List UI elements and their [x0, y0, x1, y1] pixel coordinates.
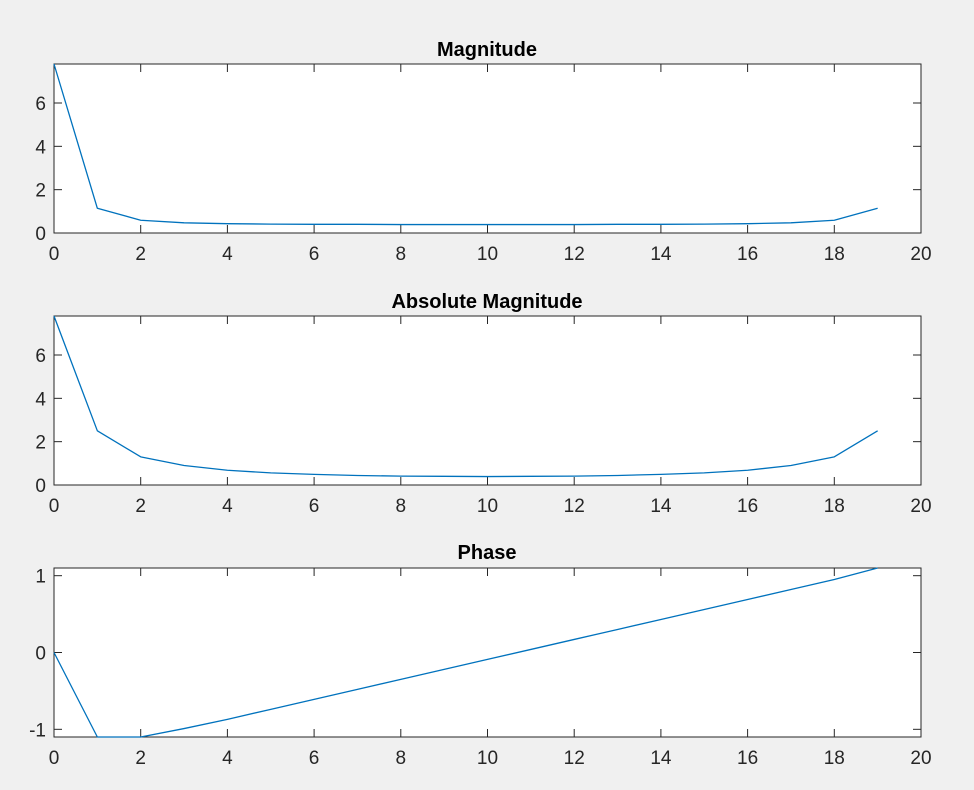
x-tick-label: 16 — [737, 748, 758, 769]
axes-box — [53, 63, 922, 234]
x-tick-label: 10 — [477, 748, 498, 769]
x-tick-label: 14 — [650, 748, 672, 769]
x-tick-label: 18 — [824, 244, 845, 265]
subplot-magnitude: Magnitude 0 2 4 6 8 10 12 14 16 18 20 0 2 4 6 — [35, 39, 931, 265]
x-tick-label: 4 — [222, 748, 233, 769]
x-tick-label: 8 — [396, 496, 407, 517]
y-tick-label: -1 — [29, 720, 46, 741]
axes-box — [53, 315, 922, 486]
x-tick-label: 4 — [222, 244, 233, 265]
y-tick-label: 1 — [35, 567, 46, 588]
x-tick-label: 16 — [737, 496, 758, 517]
y-tick-label: 6 — [35, 94, 46, 115]
y-tick-label: 4 — [35, 389, 46, 410]
x-tick-label: 12 — [564, 244, 585, 265]
x-tick-label: 0 — [49, 496, 60, 517]
x-tick-label: 4 — [222, 496, 233, 517]
x-tick-label: 12 — [564, 496, 585, 517]
subplot-phase: Phase 0 2 4 6 8 10 12 14 16 18 20-101 — [29, 542, 931, 769]
y-tick-label: 0 — [35, 476, 46, 497]
subplot-title: Absolute Magnitude — [391, 291, 582, 313]
x-tick-label: 2 — [135, 748, 146, 769]
series-line — [53, 567, 878, 738]
x-tick-label: 14 — [650, 496, 672, 517]
x-tick-label: 18 — [824, 748, 845, 769]
x-tick-label: 6 — [309, 496, 320, 517]
x-tick-label: 6 — [309, 748, 320, 769]
x-tick-label: 8 — [396, 244, 407, 265]
x-tick-label: 20 — [910, 244, 931, 265]
x-tick-label: 2 — [135, 496, 146, 517]
y-tick-label: 0 — [35, 644, 46, 665]
x-tick-label: 6 — [309, 244, 320, 265]
series-line — [53, 315, 878, 478]
x-tick-label: 14 — [650, 244, 672, 265]
x-tick-label: 20 — [910, 748, 931, 769]
y-tick-label: 0 — [35, 224, 46, 245]
y-tick-label: 2 — [35, 433, 46, 454]
subplot-absolute-magnitude: Absolute Magnitude 0 2 4 6 8 10 12 14 16 18 20 0 2 4 6 — [35, 291, 931, 517]
y-tick-label: 2 — [35, 181, 46, 202]
axes-box — [53, 567, 922, 738]
x-tick-label: 12 — [564, 748, 585, 769]
x-tick-label: 0 — [49, 244, 60, 265]
x-tick-label: 2 — [135, 244, 146, 265]
subplot-title: Magnitude — [437, 39, 537, 61]
x-tick-label: 0 — [49, 748, 60, 769]
x-tick-label: 8 — [396, 748, 407, 769]
subplot-title: Phase — [458, 542, 517, 564]
x-tick-label: 16 — [737, 244, 758, 265]
x-tick-label: 10 — [477, 496, 498, 517]
x-tick-label: 10 — [477, 244, 498, 265]
x-tick-label: 18 — [824, 496, 845, 517]
y-tick-label: 4 — [35, 137, 46, 158]
y-tick-label: 6 — [35, 346, 46, 367]
x-tick-label: 20 — [910, 496, 931, 517]
series-line — [53, 63, 878, 226]
